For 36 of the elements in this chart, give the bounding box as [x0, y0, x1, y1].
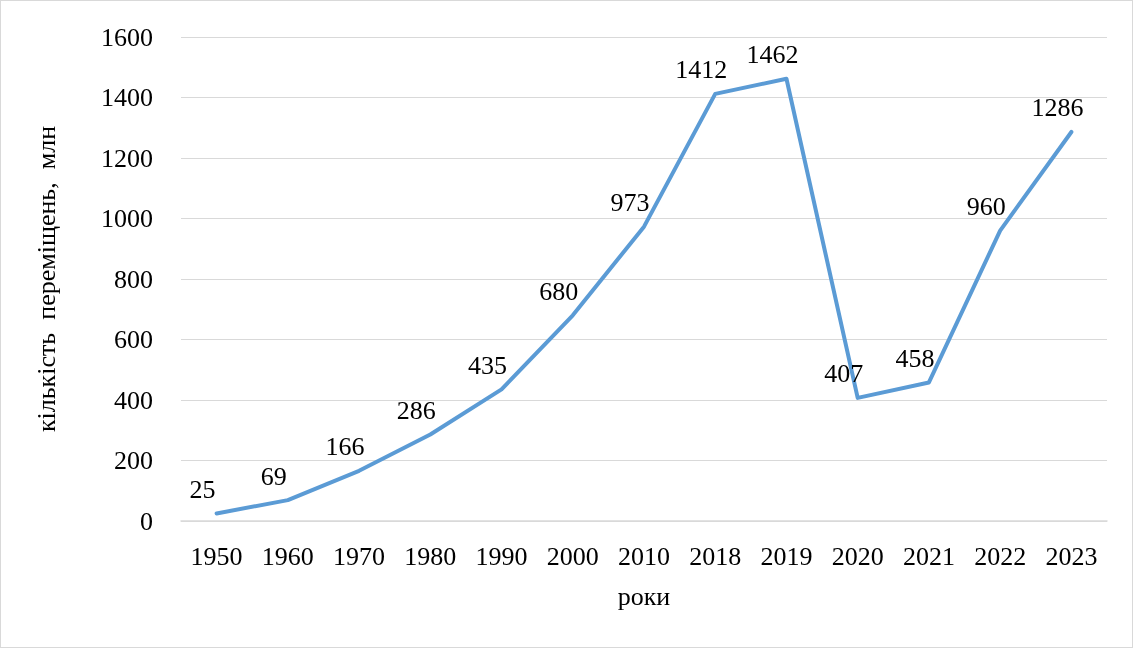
- x-tick-label: 1960: [261, 541, 314, 571]
- y-tick-label: 600: [114, 325, 153, 354]
- y-tick-label: 200: [114, 446, 153, 475]
- data-label: 960: [966, 192, 1006, 222]
- x-tick-label: 1950: [190, 541, 243, 571]
- x-tick-label: 2018: [689, 541, 742, 571]
- data-label: 1412: [675, 55, 728, 85]
- x-tick-label: 2023: [1045, 541, 1098, 571]
- x-tick-label: 1980: [404, 541, 457, 571]
- data-label: 435: [468, 350, 508, 380]
- data-label: 25: [189, 474, 216, 504]
- x-tick-label: 2000: [546, 541, 599, 571]
- y-tick-label: 1600: [101, 22, 153, 52]
- data-label: 166: [325, 432, 365, 462]
- y-tick-label: 800: [114, 264, 153, 294]
- data-label: 1462: [746, 40, 799, 70]
- x-tick-label: 2022: [974, 541, 1027, 571]
- data-label: 69: [260, 461, 287, 491]
- y-tick-label: 1000: [101, 204, 153, 233]
- y-axis-title: кількість переміщень, млн: [31, 125, 61, 433]
- data-label: 1286: [1031, 93, 1084, 123]
- data-label: 973: [610, 188, 650, 218]
- x-tick-label: 2021: [902, 541, 955, 571]
- y-tick-label: 0: [140, 506, 153, 536]
- x-tick-label: 2010: [618, 541, 670, 571]
- data-label: 680: [539, 276, 579, 306]
- data-label: 286: [396, 395, 436, 425]
- data-label: 458: [895, 343, 935, 373]
- x-tick-label: 2020: [831, 541, 884, 571]
- y-tick-label: 400: [114, 385, 153, 415]
- x-tick-label: 1970: [333, 541, 386, 571]
- x-tick-label: 1990: [475, 541, 528, 571]
- y-tick-label: 1400: [101, 83, 153, 112]
- x-axis-title: роки: [617, 581, 671, 611]
- y-tick-label: 1200: [101, 143, 153, 173]
- x-tick-label: 2019: [760, 541, 813, 571]
